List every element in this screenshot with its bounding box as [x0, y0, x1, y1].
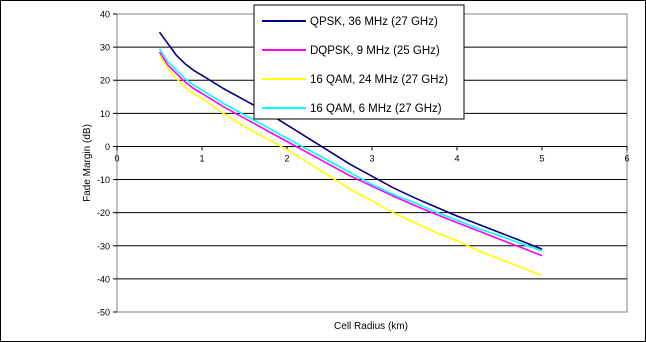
x-tick-label: 2 [284, 153, 289, 163]
y-tick-label: -20 [97, 208, 110, 218]
x-tick-label: 4 [454, 153, 459, 163]
x-tick-labels: 0 1 2 3 4 5 6 [114, 153, 629, 163]
series-line-3 [158, 54, 543, 277]
series-line-2 [158, 51, 543, 257]
x-tick-label: 1 [199, 153, 204, 163]
y-tick-labels: 40 30 20 10 0 -10 -20 -30 -40 -50 [97, 10, 110, 318]
y-tick-label: 0 [105, 142, 110, 152]
legend: QPSK, 36 MHz (27 GHz) DQPSK, 9 MHz (25 GH… [253, 4, 465, 120]
series-line-4 [158, 48, 543, 252]
y-tick-label: -50 [97, 308, 110, 318]
x-axis-label: Cell Radius (km) [334, 321, 408, 332]
legend-box [253, 4, 465, 120]
y-tick-label: 10 [100, 109, 110, 119]
legend-label-4: 16 QAM, 6 MHz (27 GHz) [310, 103, 442, 115]
y-tick-label: 40 [100, 10, 110, 20]
legend-label-2: DQPSK, 9 MHz (25 GHz) [310, 45, 440, 57]
tick-marks [113, 13, 628, 313]
x-tick-label: 6 [624, 153, 629, 163]
legend-label-1: QPSK, 36 MHz (27 GHz) [310, 16, 438, 28]
series-lines [158, 31, 543, 277]
series-line-1 [158, 31, 543, 250]
y-tick-label: -30 [97, 241, 110, 251]
x-tick-label: 0 [114, 153, 119, 163]
y-tick-label: -10 [97, 175, 110, 185]
legend-label-3: 16 QAM, 24 MHz (27 GHz) [310, 74, 448, 86]
y-tick-label: 20 [100, 76, 110, 86]
y-axis-label: Fade Margin (dB) [82, 124, 93, 202]
x-tick-label: 5 [539, 153, 544, 163]
y-tick-label: -40 [97, 274, 110, 284]
x-tick-label: 3 [369, 153, 374, 163]
y-tick-label: 30 [100, 43, 110, 53]
